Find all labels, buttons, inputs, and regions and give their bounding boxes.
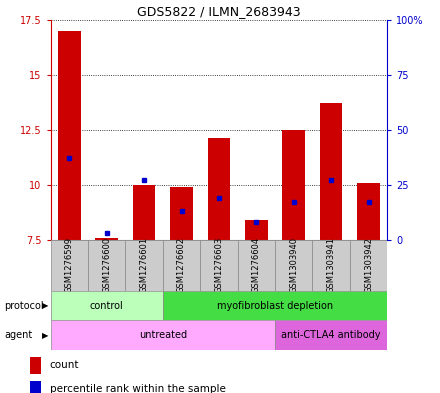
Bar [245, 220, 268, 240]
Bar [51, 291, 163, 320]
Bar [200, 240, 238, 291]
Text: GSM1276603: GSM1276603 [214, 237, 224, 294]
Bar [58, 31, 81, 240]
Text: GSM1303940: GSM1303940 [289, 237, 298, 293]
Text: anti-CTLA4 antibody: anti-CTLA4 antibody [281, 330, 381, 340]
Bar [208, 138, 230, 240]
Text: GSM1276604: GSM1276604 [252, 237, 261, 293]
Text: protocol: protocol [4, 301, 44, 310]
Bar [238, 240, 275, 291]
Text: GSM1276601: GSM1276601 [139, 237, 149, 293]
Text: untreated: untreated [139, 330, 187, 340]
Bar [275, 240, 312, 291]
Bar [30, 380, 41, 393]
Text: myofibroblast depletion: myofibroblast depletion [217, 301, 333, 310]
Text: ▶: ▶ [42, 301, 48, 310]
Bar [88, 240, 125, 291]
Bar [170, 187, 193, 240]
Title: GDS5822 / ILMN_2683943: GDS5822 / ILMN_2683943 [137, 6, 301, 18]
Bar [30, 357, 41, 373]
Text: ▶: ▶ [42, 331, 48, 340]
Bar [133, 185, 155, 240]
Text: GSM1303941: GSM1303941 [326, 237, 336, 293]
Bar [312, 240, 350, 291]
Text: agent: agent [4, 330, 33, 340]
Bar [51, 320, 275, 350]
Text: GSM1276602: GSM1276602 [177, 237, 186, 293]
Bar [163, 291, 387, 320]
Text: control: control [90, 301, 124, 310]
Bar [95, 237, 118, 240]
Bar [51, 240, 88, 291]
Bar [282, 130, 305, 240]
Bar [357, 182, 380, 240]
Bar [163, 240, 200, 291]
Bar [125, 240, 163, 291]
Text: GSM1303942: GSM1303942 [364, 237, 373, 293]
Bar [320, 103, 342, 240]
Text: percentile rank within the sample: percentile rank within the sample [50, 384, 226, 393]
Bar [275, 320, 387, 350]
Text: count: count [50, 360, 79, 371]
Text: GSM1276599: GSM1276599 [65, 237, 74, 293]
Bar [350, 240, 387, 291]
Text: GSM1276600: GSM1276600 [102, 237, 111, 293]
